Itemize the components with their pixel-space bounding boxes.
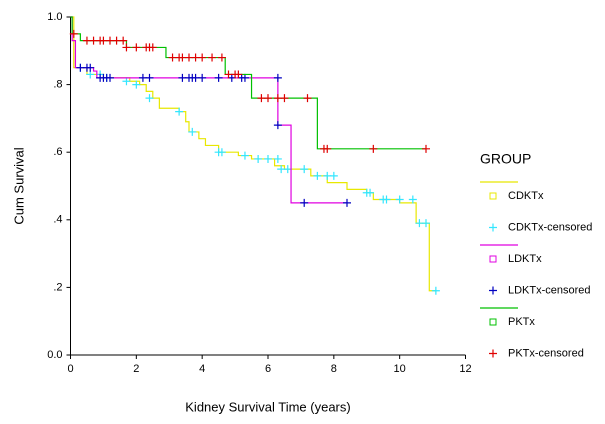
- x-tick-label: 6: [265, 363, 271, 375]
- censor-mark: [408, 195, 417, 204]
- censor-mark: [273, 121, 282, 130]
- x-tick-label: 12: [459, 363, 471, 375]
- legend-label: CDKTx: [508, 190, 544, 202]
- censor-mark: [122, 43, 131, 52]
- censor-mark: [240, 151, 249, 160]
- y-axis-label: Cum Survival: [11, 147, 26, 224]
- censor-mark: [86, 70, 95, 79]
- x-tick-label: 8: [331, 363, 337, 375]
- x-tick-label: 10: [394, 363, 406, 375]
- censor-mark: [303, 94, 312, 103]
- censor-mark: [431, 286, 440, 295]
- censor-mark: [280, 94, 289, 103]
- survival-curve: [70, 16, 436, 292]
- censor-mark: [217, 53, 226, 62]
- survival-curve: [70, 16, 347, 204]
- censor-mark: [313, 171, 322, 180]
- y-tick-label: 1.0: [47, 11, 62, 23]
- censor-mark: [145, 94, 154, 103]
- legend-label: LDKTx: [508, 253, 542, 265]
- censor-mark: [329, 171, 338, 180]
- censor-mark: [175, 107, 184, 116]
- censor-mark: [227, 73, 236, 82]
- censor-mark: [119, 36, 128, 45]
- survival-curve: [70, 16, 426, 150]
- censor-mark: [369, 144, 378, 153]
- censor-mark: [208, 53, 217, 62]
- censor-mark: [234, 70, 243, 79]
- censor-mark: [264, 94, 272, 103]
- censor-mark: [122, 77, 131, 86]
- censor-mark: [132, 80, 141, 89]
- censor-mark: [366, 188, 375, 197]
- censor-mark: [132, 43, 141, 52]
- censor-mark: [198, 73, 207, 82]
- x-axis-label: Kidney Survival Time (years): [185, 399, 350, 414]
- y-tick-label: .2: [53, 281, 62, 293]
- x-tick-label: 0: [67, 363, 73, 375]
- censor-mark: [264, 154, 272, 163]
- y-tick-label: .6: [53, 146, 62, 158]
- y-tick-label: .4: [53, 214, 62, 226]
- censor-mark: [69, 29, 78, 38]
- censor-mark: [343, 198, 351, 207]
- censor-mark: [300, 198, 309, 207]
- legend-marker: [489, 192, 497, 200]
- censor-mark: [145, 73, 154, 82]
- legend-label: CDKTx-censored: [508, 221, 592, 233]
- censor-mark: [300, 165, 309, 174]
- censor-mark: [422, 219, 430, 228]
- censor-mark: [254, 154, 263, 163]
- legend-label: LDKTx-censored: [508, 284, 591, 296]
- legend-title: GROUP: [480, 151, 531, 167]
- y-tick-label: 0.0: [47, 349, 62, 361]
- legend-marker: [489, 318, 497, 326]
- censor-mark: [86, 63, 95, 72]
- legend-label: PKTx: [508, 316, 535, 328]
- censor-mark: [273, 154, 282, 163]
- censor-mark: [422, 144, 430, 153]
- censor-mark: [395, 195, 404, 204]
- censor-mark: [217, 148, 226, 157]
- censor-mark: [382, 195, 391, 204]
- legend-marker: [489, 349, 497, 358]
- censor-mark: [283, 165, 292, 174]
- legend-marker: [489, 286, 497, 295]
- censor-mark: [148, 43, 157, 52]
- y-tick-label: .8: [53, 79, 62, 91]
- censor-mark: [188, 127, 197, 136]
- legend-marker: [489, 255, 497, 263]
- censor-mark: [323, 144, 332, 153]
- censor-mark: [240, 73, 249, 82]
- x-tick-label: 4: [199, 363, 205, 375]
- censor-mark: [106, 73, 114, 82]
- x-tick-label: 2: [133, 363, 139, 375]
- legend-marker: [489, 223, 497, 232]
- legend-label: PKTx-censored: [508, 347, 584, 359]
- censor-mark: [198, 53, 207, 62]
- censor-mark: [214, 73, 223, 82]
- censor-mark: [273, 73, 282, 82]
